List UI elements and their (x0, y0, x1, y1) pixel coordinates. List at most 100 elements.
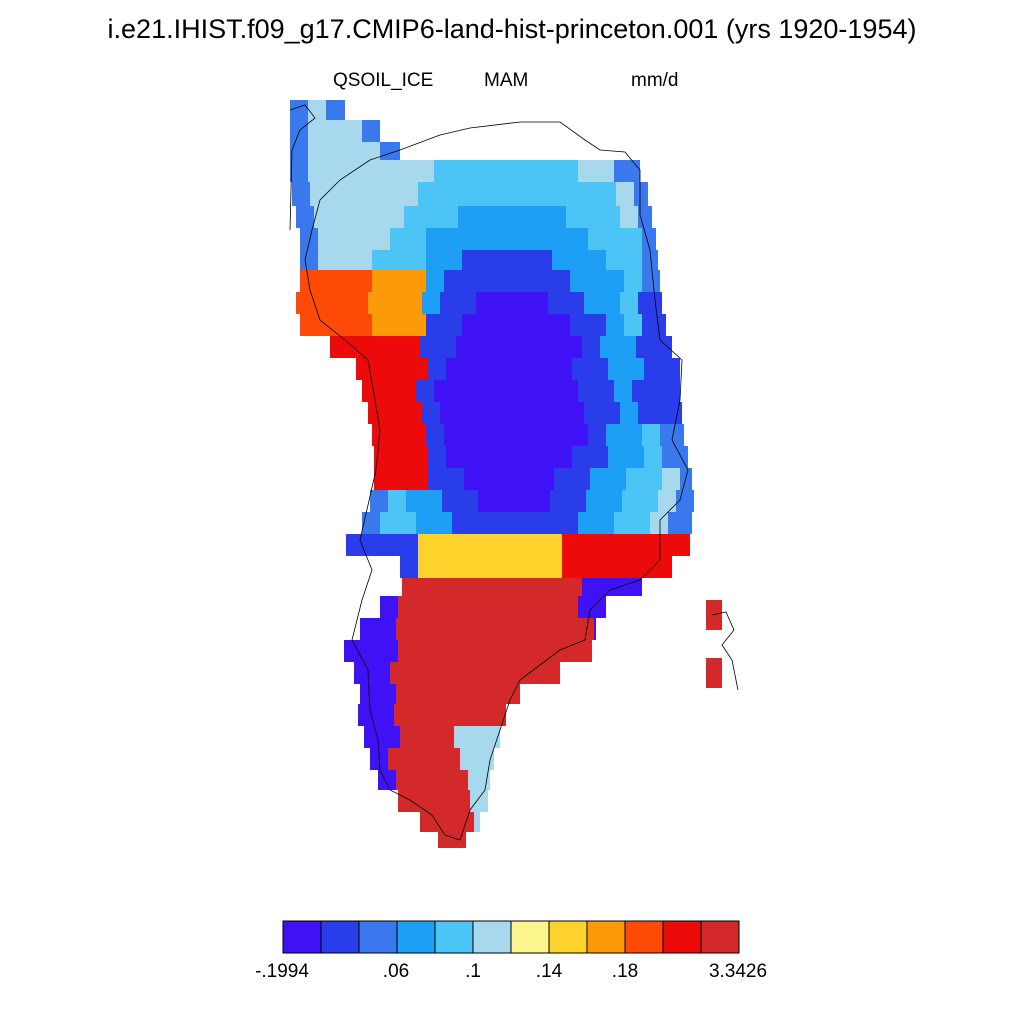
field-cell (420, 812, 438, 832)
field-cell (416, 160, 434, 182)
field-cell (432, 684, 450, 704)
field-cell (462, 250, 480, 270)
field-cell (542, 640, 560, 662)
field-cell (468, 770, 486, 790)
field-cell (638, 292, 656, 314)
field-cell (654, 336, 672, 358)
field-cell (470, 512, 488, 534)
field-cell (366, 336, 384, 358)
field-cell (440, 402, 458, 424)
field-cell (346, 534, 364, 556)
field-cell (378, 770, 396, 790)
colorbar-swatch (358, 920, 398, 954)
field-cell (380, 142, 398, 160)
field-cell (402, 336, 420, 358)
field-cell (452, 790, 470, 812)
field-cell (290, 160, 308, 182)
field-cell (482, 468, 500, 490)
field-cell (386, 292, 404, 314)
field-cell (544, 556, 562, 578)
field-cell (608, 468, 626, 490)
field-cell (660, 314, 666, 336)
field-cell (510, 336, 528, 358)
field-cell (626, 468, 644, 490)
field-cell (462, 314, 480, 336)
field-cell (492, 578, 510, 596)
field-cell (608, 446, 626, 468)
field-cell (524, 596, 542, 618)
field-cell (460, 748, 478, 770)
field-cell (582, 336, 600, 358)
field-cell (490, 726, 500, 748)
field-cell (536, 358, 554, 380)
field-cell (434, 596, 452, 618)
field-cell (300, 250, 318, 270)
field-cell (390, 250, 408, 270)
field-cell (376, 704, 394, 726)
field-cell (616, 556, 634, 578)
field-cell (428, 358, 446, 380)
field-cell (470, 640, 488, 662)
field-cell (374, 446, 392, 468)
field-cell (606, 424, 624, 446)
field-cell (564, 336, 582, 358)
field-cell (412, 704, 430, 726)
field-cell (624, 250, 642, 270)
field-cell (576, 618, 594, 640)
field-cell (602, 402, 620, 424)
field-cell (572, 468, 590, 490)
colorbar-swatch (548, 920, 588, 954)
field-cell (390, 424, 408, 446)
field-cell (618, 336, 636, 358)
field-cell (478, 490, 496, 512)
field-cell (494, 292, 512, 314)
field-cell (488, 596, 506, 618)
field-cell (354, 270, 372, 292)
field-cell (534, 228, 552, 250)
field-cell (498, 314, 516, 336)
field-cell (326, 100, 344, 120)
field-cell (396, 770, 414, 790)
field-cell (336, 228, 354, 250)
field-cell (626, 358, 644, 380)
field-cell (346, 182, 364, 206)
field-cell (552, 270, 570, 292)
field-cell (598, 556, 616, 578)
field-cell (426, 228, 444, 250)
field-cell (428, 468, 446, 490)
field-cell (404, 292, 422, 314)
field-cell (344, 142, 362, 160)
field-cell (566, 292, 584, 314)
field-cell (544, 534, 562, 556)
field-cell (330, 336, 348, 358)
field-cell (624, 228, 642, 250)
colorbar-swatch (624, 920, 664, 954)
field-cell (390, 228, 408, 250)
field-cell (662, 446, 680, 468)
field-cell (432, 770, 450, 790)
colorbar-swatch (434, 920, 474, 954)
field-cell (296, 292, 314, 314)
field-cell (526, 534, 544, 556)
field-cell (392, 358, 410, 380)
field-cell (398, 160, 416, 182)
field-cell (508, 534, 526, 556)
field-cell (372, 228, 390, 250)
field-cell (394, 704, 412, 726)
field-cell (400, 182, 418, 206)
field-cell (474, 336, 492, 358)
field-cell (530, 402, 548, 424)
field-cell (460, 490, 478, 512)
field-cell (354, 314, 372, 336)
field-cell (388, 490, 406, 512)
field-cell (504, 618, 522, 640)
field-cell (482, 358, 500, 380)
field-cell (434, 380, 452, 402)
field-cell (310, 182, 328, 206)
field-cell (360, 618, 378, 640)
field-cell (508, 182, 526, 206)
field-cell (594, 618, 596, 640)
field-cell (562, 556, 580, 578)
field-cell (308, 120, 326, 142)
field-cell (662, 468, 680, 490)
